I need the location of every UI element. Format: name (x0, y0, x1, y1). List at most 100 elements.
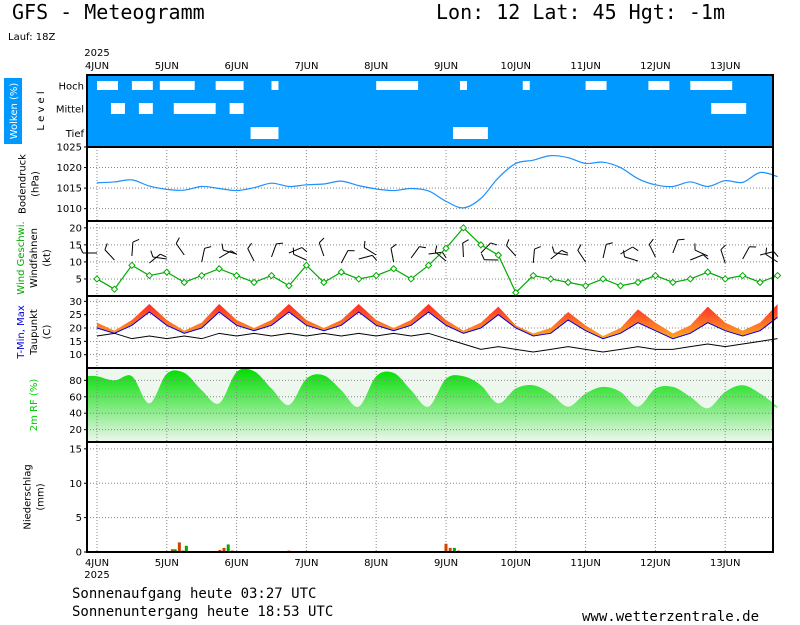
wind-barb (247, 242, 255, 262)
wind-barb-flag (204, 246, 212, 249)
cloud-gap-mittel (110, 103, 125, 114)
wind-point (372, 271, 380, 280)
cloud-legend-box (4, 78, 22, 144)
temperature-ylabel-line: (C) (42, 325, 53, 340)
wind-barb-flag (419, 246, 427, 249)
wind-barb (292, 247, 307, 261)
temperature-tick: 20 (69, 324, 82, 335)
wind-barb-flag (301, 247, 308, 253)
temperature-tick: 30 (69, 297, 82, 308)
wind-barb (602, 242, 613, 259)
wind-point (529, 271, 537, 280)
wind-barb-flag (765, 247, 768, 255)
wind-barb-staff (104, 249, 115, 261)
precip-frame (86, 441, 774, 553)
wind-barb (505, 239, 517, 257)
wind-barb-staff (131, 241, 134, 257)
wind-ylabel-line: Wind Geschwi. (16, 221, 27, 294)
wind-barb (363, 240, 377, 256)
cloud-level-title: L e v e l (36, 91, 47, 130)
temperature-ylabel-line: T-Min, Max (16, 305, 27, 360)
wind-point (651, 271, 660, 280)
wind-barb-flag (677, 238, 685, 241)
wind-barb-flag (622, 250, 626, 257)
wind-barb-flag (371, 255, 378, 261)
precip-bar (184, 545, 188, 552)
wind-barb (79, 246, 97, 254)
wind-barb (390, 243, 397, 263)
wind-tick: 5 (76, 274, 82, 285)
wind-barb (620, 246, 639, 255)
wind-barb-staff (271, 243, 277, 258)
wind-barb-staff (550, 249, 563, 260)
cloud-ylabel: Wolken (%) (9, 83, 20, 140)
wind-barb (288, 247, 308, 254)
wind-point (721, 275, 729, 283)
wind-ylabel-line: Windfahnen (29, 228, 40, 288)
wind-point (250, 278, 258, 287)
wind-barb-flag (390, 243, 397, 249)
wind-point (669, 278, 677, 287)
wind-barb-flag (276, 242, 284, 245)
wind-barb-flag (505, 239, 510, 246)
top-date-label: 5JUN (155, 61, 179, 72)
cloud-gap-hoch (585, 81, 607, 90)
website-text: www.wetterzentrale.de (582, 609, 760, 625)
wind-barb (577, 244, 587, 263)
wind-barb-staff (672, 239, 679, 254)
wind-point (215, 265, 223, 273)
top-date-label: 6JUN (225, 61, 249, 72)
wind-point (232, 271, 241, 280)
wind-point (163, 268, 171, 276)
wind-barb (201, 246, 212, 263)
wind-barb-staff (577, 250, 587, 263)
humidity-tick: 20 (69, 425, 82, 436)
humidity-ylabel-line: 2m RF (%) (29, 379, 40, 432)
bottom-date-label: 10JUN (501, 558, 531, 569)
cloud-ylabel-line: Wolken (%) (9, 83, 20, 140)
precip-tick: 5 (76, 513, 82, 524)
top-date-label: 7JUN (294, 61, 318, 72)
wind-barb-staff (410, 246, 420, 259)
wind-point (477, 241, 485, 249)
precip-tick: 0 (76, 548, 82, 559)
top-year-label: 2025 (84, 48, 109, 59)
temperature-ylabel-line: Taupunkt (29, 309, 40, 356)
wind-point (581, 282, 590, 290)
wind-barb (532, 246, 541, 264)
bottom-date-label: 11JUN (570, 558, 600, 569)
bottom-date-label: 5JUN (155, 558, 179, 569)
wind-barb-staff (175, 243, 185, 256)
wind-barb-staff (201, 248, 206, 263)
cloud-level-label: Mittel (56, 105, 84, 116)
wind-point (599, 275, 607, 283)
wind-barb-flag (462, 239, 469, 244)
wind-barb-staff (364, 247, 377, 256)
cloud-gap-mittel (173, 103, 216, 114)
wind-barb-flag (534, 246, 541, 250)
humidity-tick: 40 (69, 409, 82, 420)
top-date-label: 4JUN (85, 61, 109, 72)
bottom-date-label: 8JUN (364, 558, 388, 569)
wind-barb-staff (358, 254, 373, 260)
wind-frame (86, 220, 774, 297)
wind-barb-staff (694, 249, 708, 257)
cloud-gap-mittel (229, 103, 244, 114)
precip-ylabel-line: Niederschlag (23, 464, 34, 529)
precip-bar (177, 542, 181, 552)
wind-barb-flag (648, 238, 654, 245)
pressure-tick: 1020 (57, 163, 82, 174)
cloud-gap-tief (452, 127, 488, 139)
cloud-gap-hoch (648, 81, 670, 90)
bottom-date-label: 13JUN (710, 558, 740, 569)
precip-bar (226, 544, 230, 552)
wind-barb-staff (462, 242, 464, 258)
wind-barb (358, 254, 378, 261)
wind-barb-staff (620, 246, 633, 255)
wind-barb-flag (347, 250, 355, 252)
wind-point (267, 271, 276, 280)
wind-barb (720, 244, 727, 264)
wind-point (616, 282, 625, 290)
wind-barb-flag (481, 253, 485, 260)
wind-tick: 10 (69, 257, 82, 268)
